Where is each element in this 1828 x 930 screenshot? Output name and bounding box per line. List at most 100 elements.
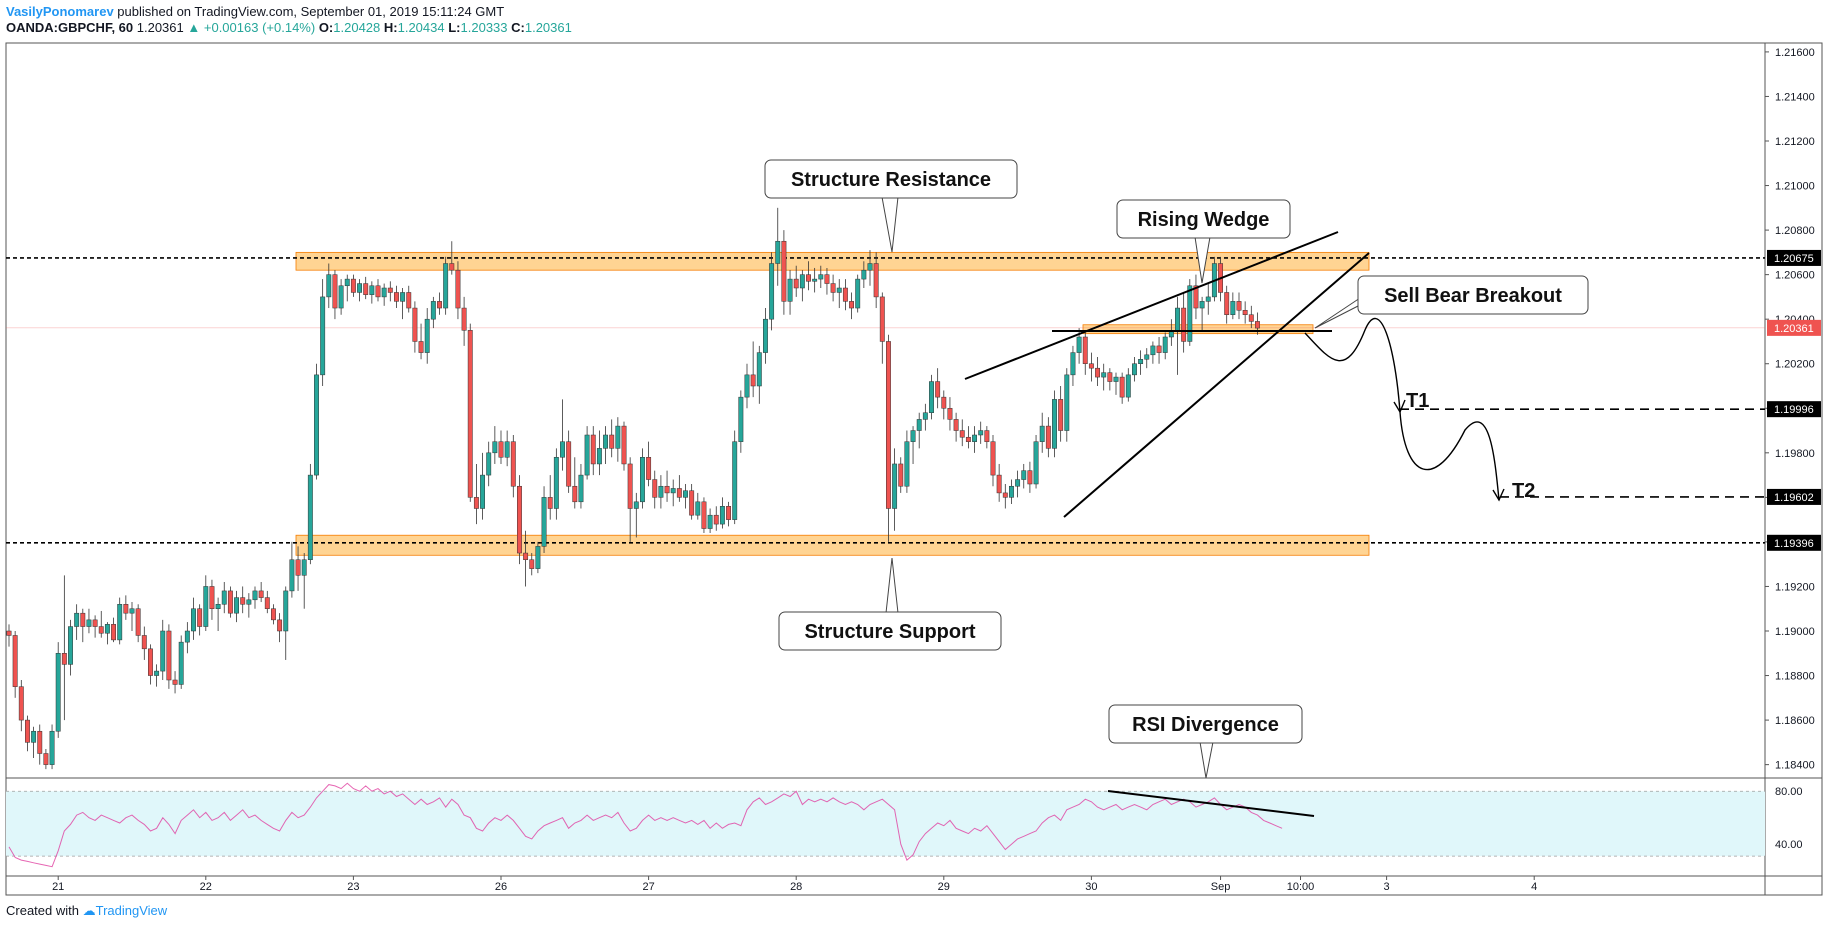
price-tick-label: 1.19800 [1775, 448, 1815, 460]
candle-body [1027, 470, 1033, 485]
rsi-divergence-label-text: RSI Divergence [1132, 714, 1279, 736]
price-tick-label: 1.18400 [1775, 760, 1815, 772]
price-tag [1767, 401, 1821, 418]
time-axis[interactable]: 21 22 23 26 27 28 29 30 Sep 10:00 3 4 [52, 876, 1537, 893]
candlestick-series [6, 207, 1260, 770]
candle-body [332, 274, 338, 309]
price-tick-label: 1.21200 [1775, 136, 1815, 148]
sell-bear-breakout-label-pointer [1314, 297, 1361, 329]
candle-body [338, 285, 344, 309]
candle-body [135, 608, 141, 636]
rising-wedge-label-box [1116, 199, 1291, 239]
candle-body [652, 479, 658, 498]
rising-wedge-label-text: Rising Wedge [1138, 209, 1270, 231]
candle-body [566, 441, 572, 487]
close-value: 1.20361 [524, 20, 572, 35]
candle-body [455, 269, 461, 309]
candle-body [117, 604, 123, 641]
candle-body [357, 283, 363, 293]
price-change: +0.00163 (+0.14%) [203, 20, 316, 35]
candle-body [418, 341, 424, 353]
candle-body [387, 287, 393, 293]
candle-body [523, 552, 529, 560]
candle-body [892, 463, 898, 509]
candle-body [750, 374, 756, 387]
last-price: 1.20361 [136, 20, 184, 35]
chart-border [5, 42, 1823, 896]
candle-body [209, 586, 215, 609]
chart-frame [5, 42, 1823, 896]
candle-body [744, 374, 750, 398]
low-value: 1.20333 [460, 20, 508, 35]
price-tag [1767, 249, 1821, 266]
candle-body [473, 497, 479, 509]
candle-body [363, 283, 369, 295]
candle-body [184, 630, 190, 643]
candle-body [621, 425, 627, 465]
price-tick-label: 1.20200 [1775, 359, 1815, 371]
chart-header: VasilyPonomarev published on TradingView… [6, 4, 572, 36]
breakout-zone [1082, 324, 1314, 335]
author-link[interactable]: VasilyPonomarev [6, 4, 114, 19]
candle-body [1138, 359, 1144, 364]
annotation-callouts: Structure Resistance Rising Wedge Sell Bea… [764, 159, 1589, 779]
candle-body [676, 488, 682, 498]
projection-path-2 [1399, 411, 1500, 501]
candle-body [1242, 310, 1248, 315]
candle-body [1156, 345, 1162, 353]
candle-body [1125, 374, 1131, 398]
candle-body [959, 430, 965, 438]
candle-body [350, 278, 356, 293]
tradingview-link[interactable]: TradingView [95, 903, 168, 918]
candle-body [799, 274, 805, 289]
candle-body [713, 514, 719, 525]
rsi-divergence-label-pointer [1199, 741, 1214, 779]
candle-body [498, 441, 504, 458]
candle-body [793, 278, 799, 289]
candle-body [1095, 367, 1100, 378]
rsi-divergence-line [1107, 790, 1315, 817]
price-axis[interactable]: 1.21600 1.21400 1.21200 1.21000 1.20800 1.206… [1765, 47, 1821, 772]
candle-body [467, 330, 473, 498]
candle-body [941, 396, 947, 409]
candle-body [74, 612, 80, 627]
candle-body [197, 608, 203, 627]
candle-body [221, 590, 227, 605]
candle-body [541, 497, 547, 547]
candle-body [18, 686, 24, 721]
candle-body [37, 730, 43, 754]
candle-body [98, 626, 104, 634]
candle-body [818, 274, 824, 280]
price-tag [1767, 534, 1821, 551]
candle-body [978, 430, 984, 436]
candle-body [1107, 372, 1113, 382]
candle-body [307, 474, 313, 560]
time-tick-label: 22 [200, 881, 212, 893]
candle-body [836, 287, 842, 293]
candle-body [910, 430, 916, 442]
candle-body [615, 425, 621, 449]
tradingview-logo-icon: ☁ [82, 903, 96, 918]
wedge-lower-trendline [1063, 252, 1370, 518]
candle-body [646, 457, 652, 480]
candle-body [369, 285, 375, 295]
candle-body [738, 396, 744, 442]
candle-body [86, 619, 92, 627]
candle-body [1224, 292, 1230, 315]
candle-body [129, 608, 135, 614]
price-tick-label: 1.21000 [1775, 181, 1815, 193]
candle-body [271, 608, 276, 621]
candle-body [1119, 376, 1125, 398]
candle-body [627, 463, 633, 509]
candle-body [289, 559, 295, 592]
candle-body [517, 485, 522, 554]
candle-body [1199, 301, 1205, 309]
candle-body [6, 630, 12, 636]
candle-body [264, 597, 270, 609]
time-tick-label: 23 [347, 881, 359, 893]
candle-body [344, 278, 350, 287]
candle-body [412, 307, 418, 342]
candle-body [1015, 479, 1021, 487]
candle-body [510, 441, 516, 487]
